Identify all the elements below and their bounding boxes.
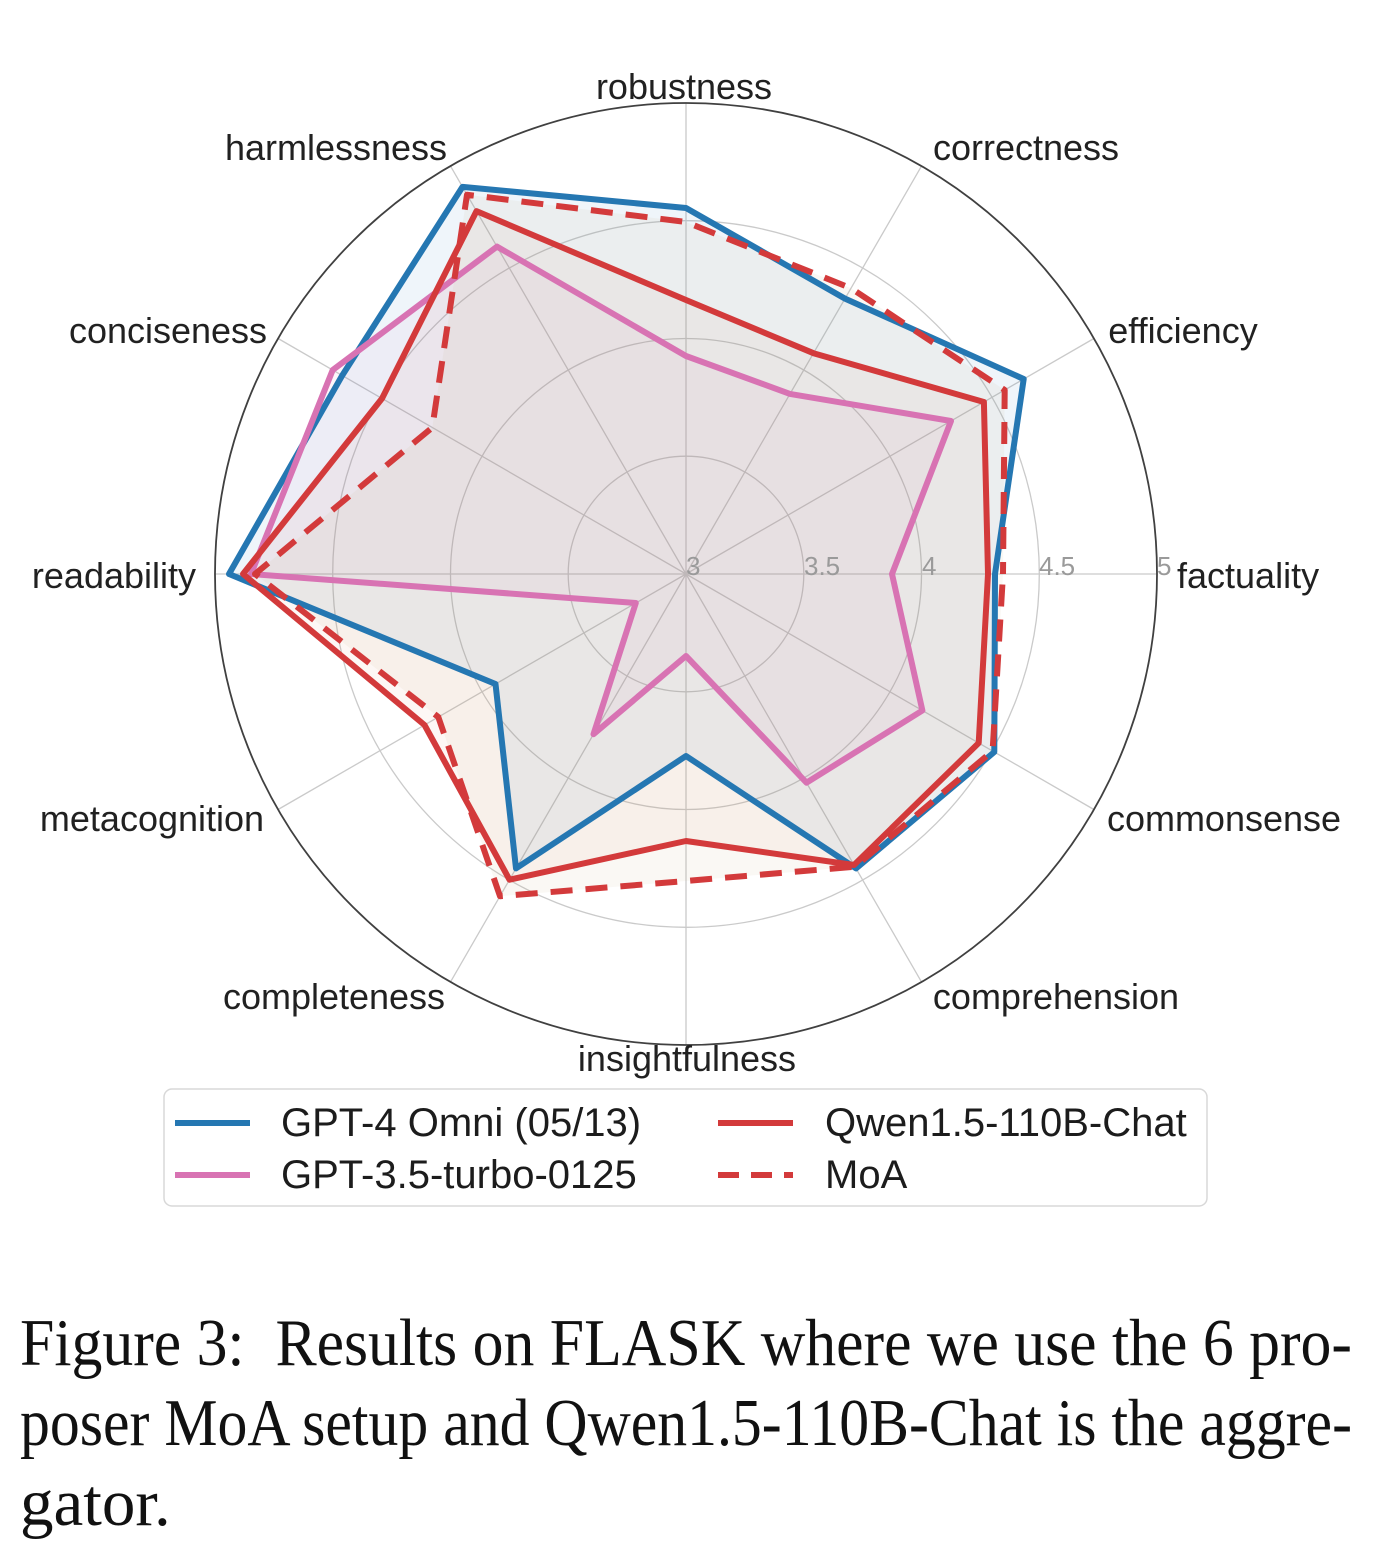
svg-text:insightfulness: insightfulness	[578, 1038, 796, 1079]
svg-text:5: 5	[1157, 551, 1171, 581]
svg-text:4: 4	[922, 551, 936, 581]
svg-text:conciseness: conciseness	[69, 310, 267, 351]
svg-text:comprehension: comprehension	[933, 976, 1179, 1017]
svg-text:readability: readability	[32, 555, 196, 596]
svg-text:harmlessness: harmlessness	[225, 127, 447, 168]
svg-text:Qwen1.5-110B-Chat: Qwen1.5-110B-Chat	[825, 1101, 1187, 1145]
svg-text:3.5: 3.5	[804, 551, 840, 581]
svg-text:completeness: completeness	[223, 976, 445, 1017]
svg-text:GPT-3.5-turbo-0125: GPT-3.5-turbo-0125	[281, 1153, 637, 1197]
svg-text:factuality: factuality	[1177, 555, 1319, 596]
svg-text:commonsense: commonsense	[1107, 798, 1341, 839]
svg-text:3: 3	[686, 551, 700, 581]
svg-text:efficiency: efficiency	[1108, 310, 1257, 351]
svg-text:robustness: robustness	[596, 66, 772, 107]
svg-text:4.5: 4.5	[1039, 551, 1075, 581]
svg-text:GPT-4 Omni (05/13): GPT-4 Omni (05/13)	[281, 1101, 641, 1145]
svg-text:metacognition: metacognition	[40, 798, 264, 839]
svg-text:MoA: MoA	[825, 1153, 908, 1197]
svg-text:correctness: correctness	[933, 127, 1119, 168]
